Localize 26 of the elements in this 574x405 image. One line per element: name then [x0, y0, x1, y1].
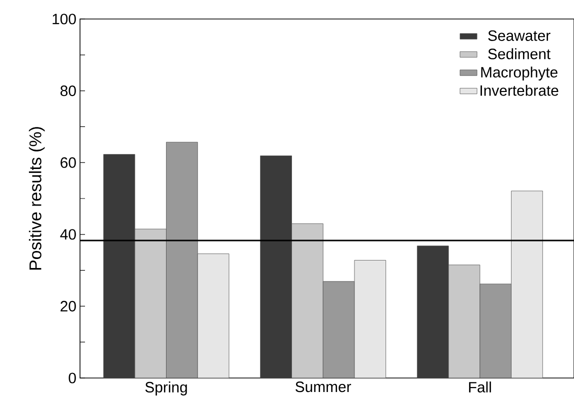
x-tick-label: Summer — [296, 382, 352, 392]
legend-label: Invertebrate — [480, 84, 558, 96]
x-tick-label: Fall — [469, 382, 491, 392]
bar — [134, 229, 166, 378]
bar — [511, 190, 543, 378]
y-tick-label: 100 — [52, 14, 76, 24]
legend-label: Sediment — [488, 48, 551, 60]
bar — [260, 156, 292, 378]
bar — [448, 264, 480, 378]
bar — [480, 284, 512, 378]
y-tick-label: 20 — [60, 300, 76, 312]
legend-label: Seawater — [488, 30, 550, 41]
bar — [323, 281, 354, 378]
y-tick-label: 0 — [68, 372, 76, 384]
y-tick-label: 60 — [60, 157, 76, 168]
y-tick-label: 40 — [60, 229, 76, 240]
bar — [354, 260, 386, 378]
bar — [166, 142, 198, 378]
bar — [416, 246, 449, 378]
bar — [198, 254, 229, 378]
y-tick-label: 80 — [60, 86, 76, 96]
bar — [104, 154, 135, 378]
legend-label: Macrophyte — [481, 66, 558, 80]
bar — [292, 224, 324, 378]
x-tick-label: Spring — [145, 382, 187, 396]
y-axis-title: Positive results (%) — [28, 127, 45, 270]
